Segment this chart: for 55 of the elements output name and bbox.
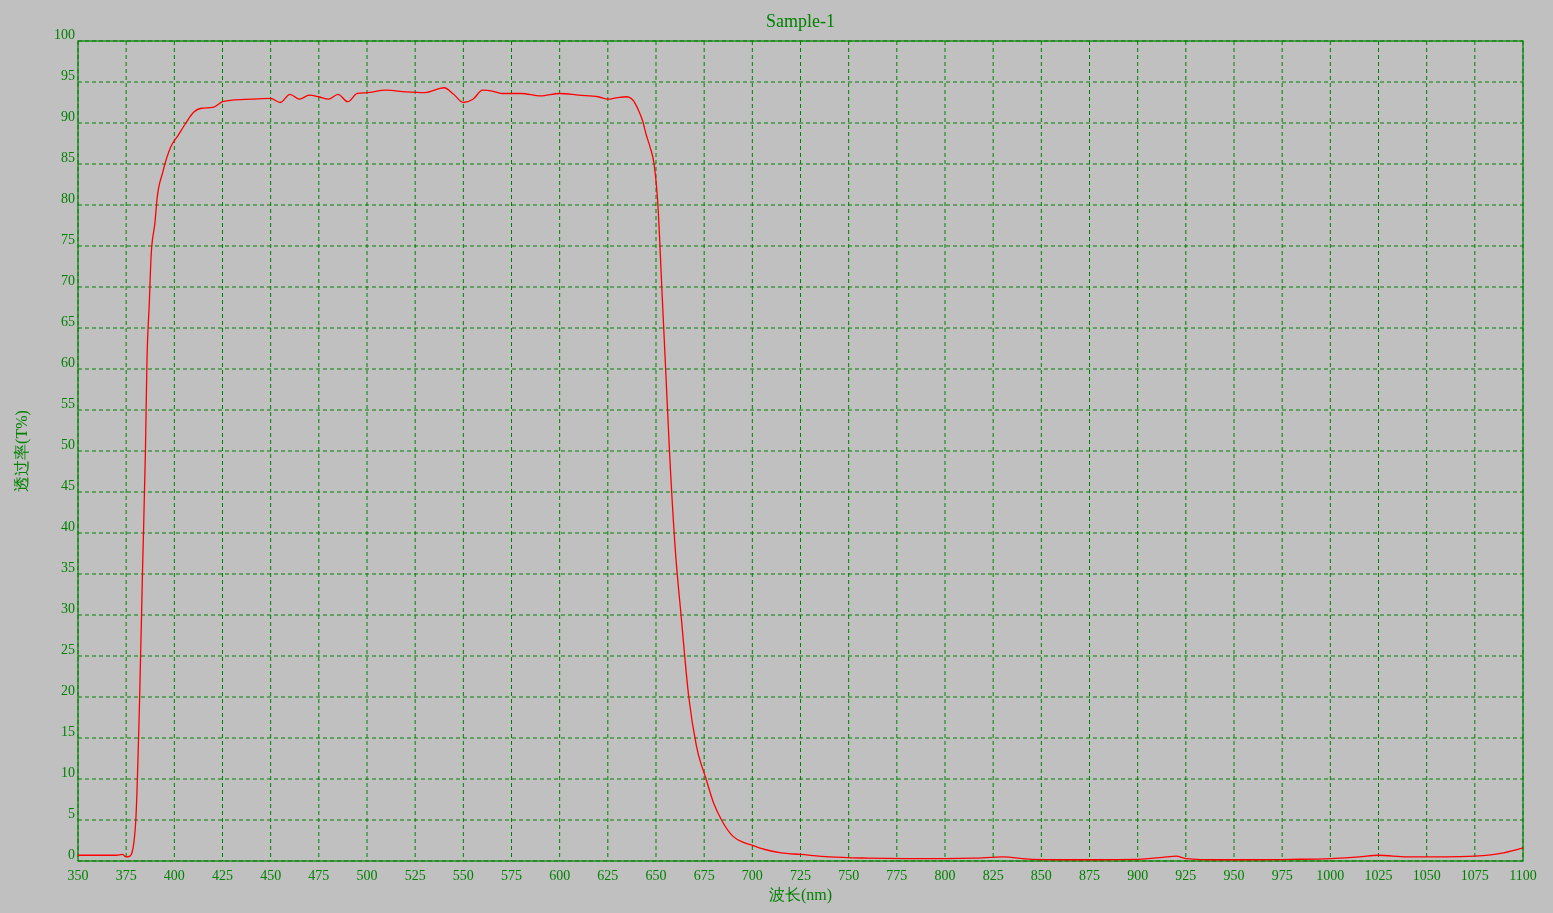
x-tick-label: 875: [1079, 868, 1100, 883]
x-tick-label: 750: [838, 868, 860, 883]
y-tick-label: 10: [61, 765, 75, 780]
y-tick-label: 95: [61, 68, 75, 83]
y-tick-label: 30: [61, 601, 75, 616]
x-tick-label: 925: [1175, 868, 1197, 883]
x-tick-label: 700: [741, 868, 763, 883]
y-tick-label: 5: [68, 806, 75, 821]
y-tick-label: 45: [61, 478, 75, 493]
y-tick-label: 0: [68, 847, 75, 862]
y-tick-label: 25: [61, 642, 75, 657]
y-tick-label: 60: [61, 355, 75, 370]
chart-title: Sample-1: [766, 11, 835, 31]
x-tick-label: 975: [1271, 868, 1293, 883]
y-tick-label: 85: [61, 150, 75, 165]
x-tick-label: 525: [404, 868, 426, 883]
y-tick-label: 15: [61, 724, 75, 739]
x-tick-label: 725: [790, 868, 811, 883]
x-tick-label: 825: [982, 868, 1004, 883]
x-tick-label: 950: [1223, 868, 1245, 883]
x-tick-label: 800: [934, 868, 956, 883]
x-tick-label: 1100: [1509, 868, 1537, 883]
y-tick-label: 100: [54, 27, 75, 42]
x-tick-label: 375: [115, 868, 137, 883]
y-tick-label: 40: [61, 519, 75, 534]
x-tick-label: 475: [308, 868, 330, 883]
x-tick-label: 775: [886, 868, 908, 883]
x-tick-label: 1075: [1460, 868, 1489, 883]
y-tick-label: 75: [61, 232, 75, 247]
x-tick-label: 450: [260, 868, 282, 883]
y-tick-label: 20: [61, 683, 75, 698]
y-tick-label: 90: [61, 109, 75, 124]
y-tick-label: 70: [61, 273, 75, 288]
x-tick-label: 650: [645, 868, 667, 883]
x-tick-label: 350: [67, 868, 89, 883]
x-axis-title: 波长(nm): [768, 886, 833, 904]
x-tick-label: 1050: [1412, 868, 1441, 883]
y-tick-label: 65: [61, 314, 75, 329]
y-tick-label: 50: [61, 437, 75, 452]
y-tick-label: 80: [61, 191, 75, 206]
x-tick-label: 400: [163, 868, 185, 883]
x-tick-label: 600: [549, 868, 571, 883]
x-tick-label: 625: [597, 868, 619, 883]
y-axis-title: 透过率(T%): [13, 410, 31, 492]
x-tick-label: 675: [693, 868, 715, 883]
x-tick-label: 575: [501, 868, 522, 883]
x-tick-label: 900: [1127, 868, 1149, 883]
x-tick-label: 850: [1030, 868, 1052, 883]
x-tick-label: 1000: [1316, 868, 1345, 883]
x-tick-label: 425: [212, 868, 233, 883]
y-tick-label: 55: [61, 396, 75, 411]
x-tick-label: 500: [356, 868, 378, 883]
x-tick-label: 1025: [1364, 868, 1393, 883]
y-tick-label: 35: [61, 560, 75, 575]
x-tick-label: 550: [452, 868, 474, 883]
